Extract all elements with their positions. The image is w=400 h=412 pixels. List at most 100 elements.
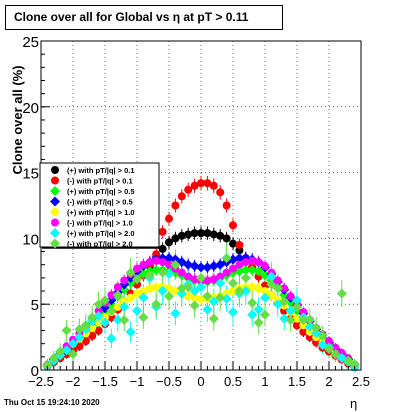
data-point — [222, 289, 231, 298]
data-point — [165, 260, 173, 269]
data-point — [229, 287, 237, 296]
data-point — [261, 262, 269, 271]
data-point — [286, 292, 295, 301]
data-point — [240, 272, 251, 283]
legend-marker — [50, 196, 60, 207]
data-point — [311, 322, 322, 333]
data-points — [42, 179, 360, 373]
data-point — [171, 287, 180, 296]
data-point — [196, 282, 206, 293]
data-point — [88, 331, 97, 340]
data-point — [272, 283, 283, 294]
data-point — [216, 188, 225, 197]
data-point — [266, 271, 277, 282]
data-point — [93, 311, 104, 322]
legend-label: (+) with pT/|q| > 1.0 — [67, 208, 135, 217]
data-point — [324, 343, 334, 354]
legend-marker — [50, 228, 60, 238]
legend-label: (-) with pT/|q| > 0.1 — [67, 177, 133, 186]
legend-marker — [50, 186, 60, 196]
data-point — [292, 295, 302, 306]
legend-marker — [50, 238, 60, 249]
data-point — [273, 276, 282, 285]
data-point — [120, 297, 129, 306]
data-point — [253, 317, 264, 328]
x-tick-label: 2 — [325, 374, 332, 389]
y-tick-label: 20 — [22, 100, 39, 117]
x-tick-label: 1.5 — [288, 374, 306, 389]
data-point — [157, 267, 168, 278]
data-point — [165, 238, 173, 247]
data-point — [229, 239, 237, 248]
data-point — [190, 293, 199, 302]
data-point — [80, 320, 91, 331]
data-point — [189, 286, 200, 297]
data-point — [171, 234, 180, 243]
data-point — [100, 295, 110, 306]
x-tick-label: 2.5 — [352, 374, 370, 389]
data-point — [177, 192, 186, 201]
data-point — [119, 301, 130, 312]
x-tick-label: 1 — [261, 374, 268, 389]
data-point — [228, 307, 238, 318]
y-tick-label: 5 — [31, 297, 39, 314]
data-point — [196, 272, 206, 283]
data-point — [285, 314, 296, 325]
data-point — [106, 305, 117, 316]
data-point — [170, 259, 181, 270]
data-point — [139, 287, 148, 296]
x-axis-label: η — [350, 396, 358, 411]
data-point — [126, 293, 135, 302]
data-point — [247, 297, 258, 308]
data-point — [266, 279, 277, 290]
data-point — [280, 284, 289, 293]
data-point — [208, 296, 219, 307]
legend-label: (+) with pT/|q| > 0.5 — [67, 187, 135, 196]
data-point — [234, 286, 245, 297]
data-point — [183, 259, 194, 270]
data-point — [253, 304, 264, 315]
data-point — [234, 253, 245, 264]
data-point — [203, 229, 212, 238]
data-point — [222, 201, 231, 210]
data-point — [152, 283, 161, 292]
data-point — [189, 261, 200, 272]
data-point — [304, 321, 315, 332]
data-point — [229, 221, 237, 230]
data-point — [158, 258, 167, 267]
data-point — [293, 321, 301, 330]
data-point — [260, 292, 270, 303]
data-point — [176, 283, 187, 294]
data-point — [138, 312, 149, 323]
data-point — [248, 256, 257, 265]
data-point — [81, 337, 90, 346]
data-point — [133, 289, 141, 298]
data-point — [113, 302, 122, 311]
data-point — [184, 292, 193, 301]
timestamp: Thu Oct 15 19:24:10 2020 — [4, 398, 100, 407]
data-point — [222, 268, 231, 277]
data-point — [164, 268, 174, 279]
data-point — [292, 301, 302, 312]
data-point — [208, 313, 219, 324]
data-point — [133, 264, 141, 273]
data-point — [68, 338, 78, 349]
data-point — [68, 349, 78, 360]
data-point — [267, 290, 276, 299]
data-point — [101, 313, 109, 322]
data-point — [189, 300, 200, 311]
data-point — [144, 270, 155, 281]
data-point — [221, 253, 232, 264]
data-point — [93, 299, 104, 310]
data-point — [152, 256, 161, 265]
chart-title: Clone over all for Global vs η at pT > 0… — [5, 5, 283, 30]
data-point — [279, 313, 290, 324]
y-tick-label: 25 — [22, 34, 39, 51]
data-point — [235, 260, 244, 269]
data-point — [261, 287, 269, 296]
data-point — [184, 185, 193, 194]
data-point — [279, 296, 290, 307]
data-point — [317, 330, 328, 341]
data-point — [177, 268, 186, 277]
data-point — [145, 284, 154, 293]
